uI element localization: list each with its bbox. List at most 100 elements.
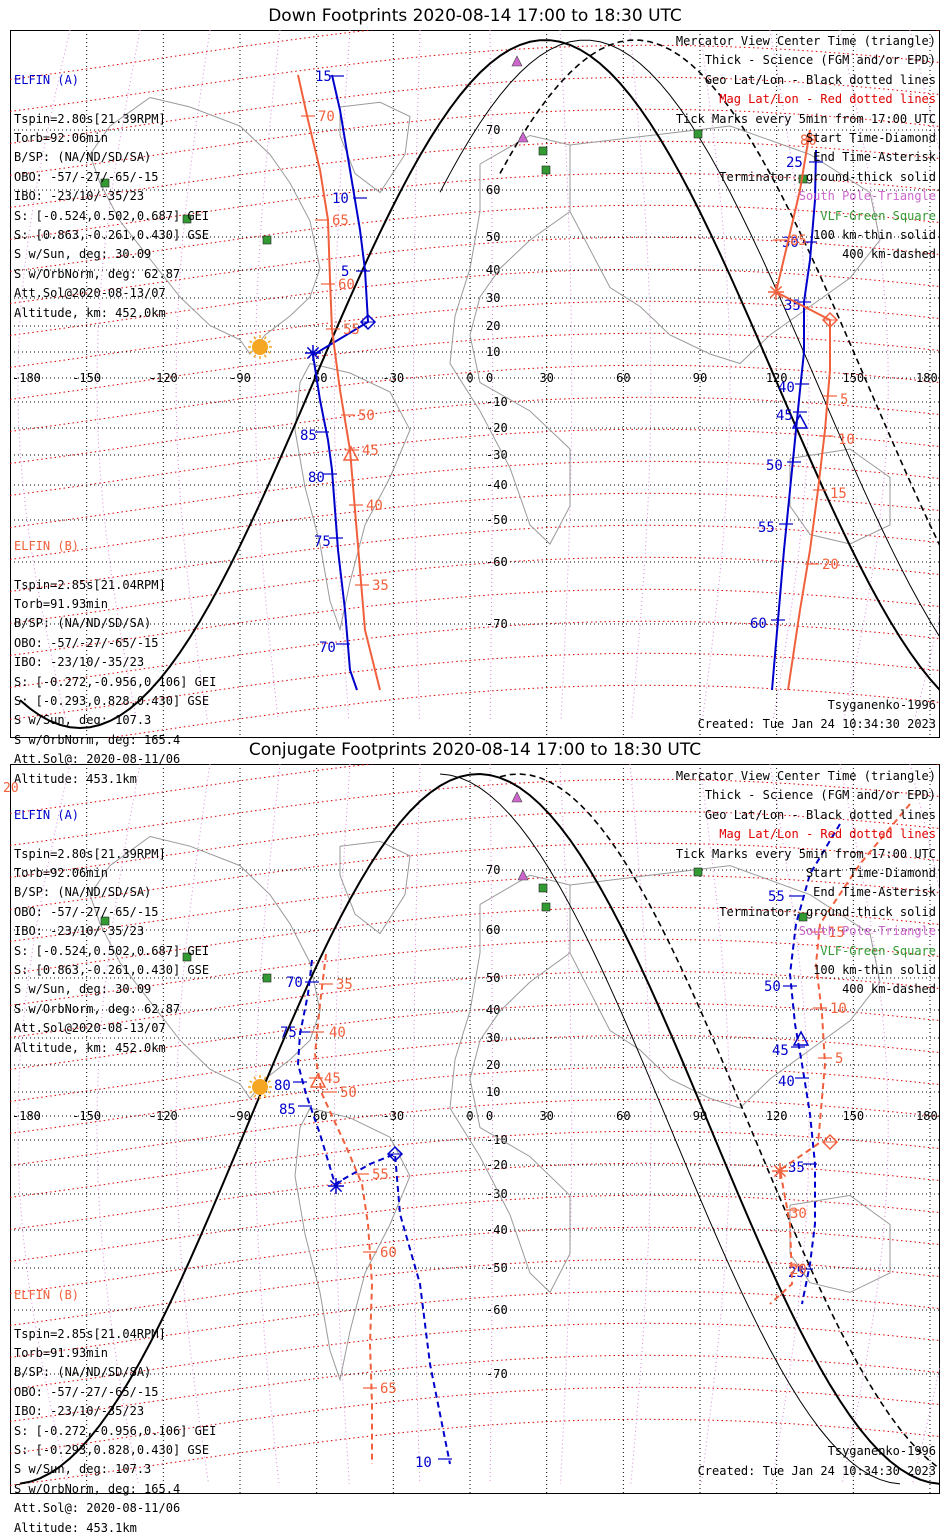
legend-entry: 100 km-thin solid (813, 963, 936, 978)
mag-lat-line (10, 300, 940, 368)
lat-tick-label: 60 (486, 183, 500, 197)
center-time-triangle-icon (791, 413, 809, 429)
south-pole-triangle-icon (511, 55, 523, 67)
mag-lon-line (333, 30, 351, 721)
coastline (339, 840, 411, 935)
lat-tick-label: -30 (486, 1187, 508, 1201)
elfin-b-line: B/SP: (NA/ND/SD/SA) (14, 616, 152, 631)
lon-tick-label: -90 (229, 1109, 251, 1123)
footprint-track (774, 129, 831, 691)
lon-tick-label: -30 (382, 1109, 404, 1123)
mag-lat-line (10, 1418, 940, 1486)
footprint-track (788, 823, 841, 1305)
legend-entry: Tick Marks every 5min from 17:00 UTC (675, 111, 936, 126)
coastline (294, 1107, 411, 1382)
elfin-b-line: S w/Sun, deg: 107.3 (14, 713, 152, 728)
elfin-a-line: B/SP: (NA/ND/SD/SA) (14, 885, 152, 900)
elfin-a-line: Torb=92.06min (14, 131, 108, 146)
elfin-b-line: Torb=91.93min (14, 597, 108, 612)
mag-lon-line (769, 30, 810, 721)
elfin-a-line: S w/Sun, deg: 30.09 (14, 247, 152, 262)
lon-tick-label: 0 (466, 371, 473, 385)
elfin-b-line: Torb=91.93min (14, 1346, 108, 1361)
lon-tick-label: 120 (766, 1109, 788, 1123)
sun-ray (267, 1090, 271, 1094)
elfin-b-header: ELFIN (B) (14, 538, 80, 553)
track-tick-label: 50 (766, 458, 783, 474)
lat-tick-label: 50 (486, 971, 500, 985)
footprint-map-down: 706050403020100-10-20-30-40-50-60-70-180… (10, 30, 940, 738)
elfin-a-line: Att.Sol@2020-08-13/07 (14, 286, 166, 301)
vlf-station-icon (100, 916, 110, 926)
lat-tick-label: -70 (486, 1367, 508, 1381)
south-pole-triangle-icon (517, 869, 529, 881)
center-time-triangle-icon (792, 1030, 810, 1046)
mag-lon-line (489, 764, 494, 1485)
legend-entry: Start Time-Diamond (805, 131, 936, 146)
end-asterisk-icon (769, 285, 783, 299)
lat-tick-label: 50 (486, 230, 500, 244)
mag-lat-line (10, 1098, 940, 1166)
lat-tick-label: 40 (486, 1003, 500, 1017)
track-tick-label: 85 (300, 428, 317, 444)
elfin-b-line: IBO: -23/10/-35/23 (14, 655, 145, 670)
mag-lat-line (10, 428, 940, 496)
mag-lat-line (10, 842, 940, 910)
sun-ray (267, 340, 271, 344)
lon-tick-label: -120 (149, 371, 178, 385)
mag-lat-line (10, 1130, 940, 1198)
sun-ray (263, 354, 267, 358)
mag-lat-line (10, 524, 940, 592)
track-tick-label: 85 (790, 233, 807, 249)
lon-tick-label: -90 (229, 371, 251, 385)
elfin-b-line: OBO: -57/-27/-65/-15 (14, 1384, 159, 1399)
elfin-b-line: S: [-0.293,0.828,0.430] GSE (14, 694, 210, 709)
elfin-b-info-down: ELFIN (B) Tspin=2.85s[21.04RPM] Torb=91.9… (14, 498, 216, 789)
lon-tick-label: -30 (382, 371, 404, 385)
mag-lat-line (10, 268, 940, 336)
mag-lat-line (10, 778, 940, 846)
legend-entry: Terminator: ground-thick solid (719, 904, 936, 919)
elfin-b-line: Att.Sol@: 2020-08-11/06 (14, 1501, 181, 1516)
elfin-b-line: S w/Sun, deg: 107.3 (14, 1462, 152, 1477)
legend-entry: Tick Marks every 5min from 17:00 UTC (675, 846, 936, 861)
elfin-a-line: Altitude, km: 452.0km (14, 305, 166, 320)
legend-entry: Mercator View Center Time (triangle) (675, 34, 936, 48)
legend-entry: Geo Lat/Lon - Black dotted lines (704, 72, 936, 87)
elfin-b-line: IBO: -23/10/-35/23 (14, 1404, 145, 1419)
track-tick-label: 40 (778, 380, 795, 396)
track-tick-label: 35 (788, 1160, 805, 1176)
elfin-a-line: IBO: -23/10/-35/23 (14, 189, 145, 204)
map-frame-down (10, 30, 940, 738)
mag-lon-line (699, 764, 731, 1485)
legend-entry: Thick - Science (FGM and/or EPD) (704, 788, 936, 803)
mag-lat-line (10, 76, 940, 144)
sun-ray (253, 336, 257, 340)
start-diamond-icon (821, 1133, 839, 1151)
vlf-station-icon (693, 129, 703, 139)
sun-ray (267, 1080, 271, 1084)
track-tick-label: 45 (324, 1071, 341, 1087)
elfin-a-line: Torb=92.06min (14, 866, 108, 881)
mag-lat-line (10, 460, 940, 528)
track-tick-label: 70 (318, 109, 335, 125)
track-tick-label: 60 (338, 277, 355, 293)
terminator-100km (439, 773, 901, 1485)
lon-tick-label: -180 (12, 1109, 41, 1123)
elfin-a-line: IBO: -23/10/-35/23 (14, 924, 145, 939)
sun-ray (253, 354, 257, 358)
mag-lat-line (10, 938, 940, 1006)
mag-lat-line (10, 44, 940, 112)
legend-entry: VLF-Green Square (820, 943, 936, 958)
legend-entry: VLF-Green Square (820, 208, 936, 223)
mag-lon-line (559, 764, 573, 1485)
sun-ray (267, 350, 271, 354)
elfin-b-line: OBO: -57/-27/-65/-15 (14, 635, 159, 650)
mag-lon-line (412, 30, 421, 721)
start-diamond-icon (386, 1145, 404, 1163)
lat-tick-label: 0 (486, 1109, 493, 1123)
track-tick-label: 55 (768, 889, 785, 905)
elfin-a-line: S: [0.863,-0.261,0.430] GSE (14, 228, 210, 243)
mag-lon-line (412, 764, 421, 1485)
terminator-400km (499, 39, 940, 548)
